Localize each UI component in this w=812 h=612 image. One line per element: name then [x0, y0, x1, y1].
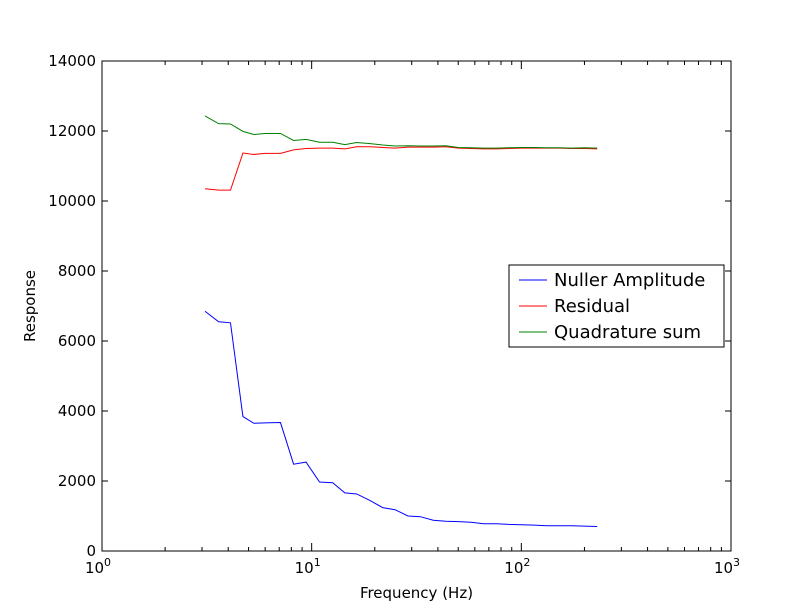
y-tick-label: 12000: [48, 122, 96, 140]
y-tick-label: 2000: [58, 472, 96, 490]
x-tick-label-base: 10: [85, 559, 104, 577]
plot-frame: [101, 60, 732, 552]
x-axis-label: Frequency (Hz): [360, 584, 473, 602]
x-tick-label: 103: [714, 556, 740, 577]
x-tick-label-base: 10: [714, 559, 733, 577]
x-tick-label: 102: [504, 556, 530, 577]
series-line-residual: [204, 146, 598, 191]
x-tick-label-exponent: 0: [104, 556, 111, 569]
x-tick-label-exponent: 2: [523, 556, 530, 569]
legend-label: Nuller Amplitude: [554, 270, 705, 291]
x-tick-label-base: 10: [504, 559, 523, 577]
y-axis-label: Response: [21, 270, 39, 342]
series-line-quadrature-sum: [204, 115, 598, 149]
x-tick-label-base: 10: [295, 559, 314, 577]
y-tick-label: 8000: [58, 262, 96, 280]
series-layer: [204, 115, 598, 527]
x-tick-label-exponent: 3: [733, 556, 740, 569]
x-tick-label: 100: [85, 556, 111, 577]
legend: Nuller Amplitude Residual Quadrature sum: [508, 264, 725, 348]
y-tick-label: 10000: [48, 192, 96, 210]
legend-label: Residual: [554, 296, 630, 317]
x-tick-label-exponent: 1: [314, 556, 321, 569]
legend-box: [508, 264, 725, 348]
legend-label: Quadrature sum: [554, 322, 701, 343]
y-tick-label: 6000: [58, 332, 96, 350]
x-tick-label: 101: [295, 556, 321, 577]
y-tick-label: 14000: [48, 52, 96, 70]
series-line-nuller-amplitude: [204, 310, 598, 527]
y-tick-label: 4000: [58, 402, 96, 420]
y-tick-label: 0: [86, 542, 96, 560]
